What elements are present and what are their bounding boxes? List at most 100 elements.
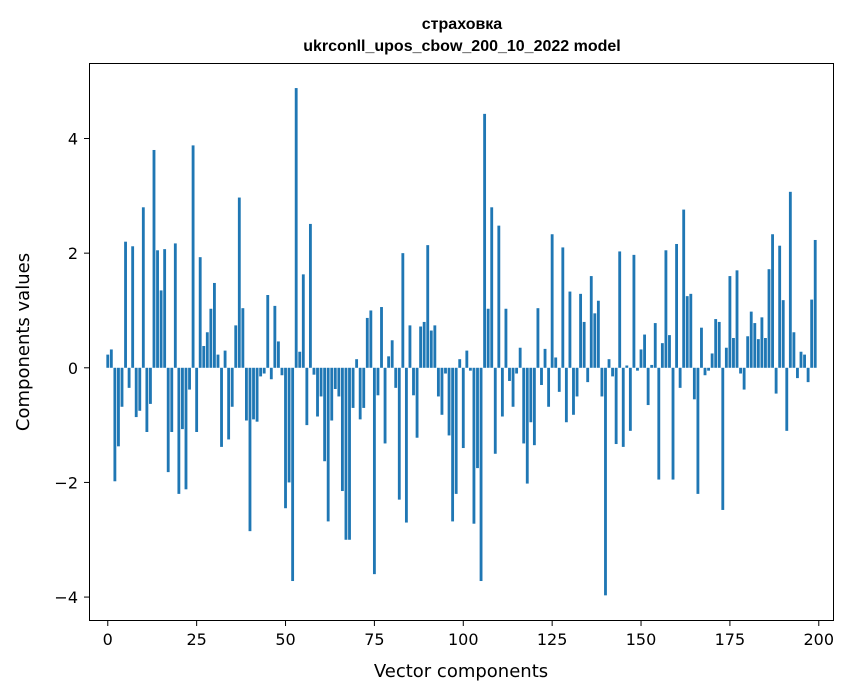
bar-139 bbox=[600, 367, 604, 397]
bar-87 bbox=[415, 367, 419, 438]
bar-84 bbox=[404, 367, 408, 523]
bar-138 bbox=[596, 300, 600, 368]
bar-61 bbox=[323, 367, 327, 462]
bar-176 bbox=[732, 337, 735, 368]
bar-17 bbox=[166, 367, 170, 473]
bar-15 bbox=[159, 290, 163, 368]
bar-79 bbox=[387, 356, 391, 368]
chart-title-line-1: страховка bbox=[422, 16, 503, 33]
bar-70 bbox=[355, 359, 359, 368]
bar-78 bbox=[383, 367, 387, 444]
bar-192 bbox=[788, 191, 792, 368]
bar-31 bbox=[216, 354, 220, 368]
y-axis-ticks: −4 −2 0 2 4 bbox=[54, 130, 90, 607]
x-axis-ticks: 0 25 50 75 100 125 150 175 200 bbox=[103, 620, 834, 649]
bar-12 bbox=[149, 367, 152, 404]
bar-75 bbox=[372, 367, 376, 575]
bar-44 bbox=[262, 367, 266, 374]
bar-20 bbox=[177, 367, 181, 494]
bar-198 bbox=[810, 299, 814, 368]
bar-72 bbox=[362, 367, 366, 408]
bar-152 bbox=[646, 367, 650, 406]
bar-142 bbox=[611, 367, 615, 377]
bar-88 bbox=[419, 326, 423, 368]
bar-19 bbox=[173, 243, 177, 368]
bar-136 bbox=[589, 276, 593, 368]
bar-185 bbox=[764, 337, 767, 368]
bar-110 bbox=[497, 225, 501, 368]
bar-183 bbox=[756, 339, 760, 368]
bar-46 bbox=[269, 367, 273, 380]
bar-92 bbox=[433, 325, 437, 368]
bar-74 bbox=[369, 310, 373, 368]
bar-101 bbox=[465, 350, 469, 368]
bar-177 bbox=[735, 270, 739, 368]
bar-27 bbox=[202, 346, 206, 368]
y-tick-label: 4 bbox=[68, 130, 78, 149]
bar-147 bbox=[628, 367, 632, 431]
bar-186 bbox=[767, 269, 771, 368]
bar-157 bbox=[664, 250, 668, 368]
bar-143 bbox=[614, 367, 618, 445]
bar-109 bbox=[493, 367, 497, 454]
bar-151 bbox=[643, 334, 646, 368]
bar-6 bbox=[127, 367, 131, 388]
y-axis-label: Components values bbox=[13, 253, 34, 431]
x-axis-label: Vector components bbox=[374, 661, 548, 682]
bar-1 bbox=[109, 349, 113, 368]
bar-11 bbox=[145, 367, 149, 432]
bar-112 bbox=[504, 308, 508, 368]
bar-197 bbox=[806, 367, 810, 383]
bar-28 bbox=[205, 332, 209, 368]
bar-160 bbox=[675, 243, 678, 368]
bar-150 bbox=[639, 349, 643, 368]
bar-36 bbox=[234, 325, 238, 368]
bar-118 bbox=[525, 367, 529, 484]
bar-32 bbox=[220, 367, 223, 447]
bar-133 bbox=[579, 293, 583, 368]
bar-50 bbox=[284, 367, 287, 509]
bar-195 bbox=[799, 351, 803, 368]
y-tick-label: 2 bbox=[68, 244, 78, 263]
bar-191 bbox=[785, 367, 789, 431]
bar-161 bbox=[678, 367, 682, 388]
bar-141 bbox=[607, 359, 611, 368]
bar-22 bbox=[184, 367, 188, 490]
bar-18 bbox=[170, 367, 174, 432]
bar-122 bbox=[540, 367, 543, 385]
bar-2 bbox=[113, 367, 117, 482]
y-tick-label: −2 bbox=[54, 473, 78, 492]
bar-184 bbox=[760, 317, 764, 368]
bar-89 bbox=[422, 321, 426, 368]
bar-193 bbox=[792, 332, 796, 368]
bar-40 bbox=[248, 367, 252, 532]
bar-153 bbox=[650, 364, 654, 368]
bar-47 bbox=[273, 305, 277, 368]
bar-81 bbox=[394, 367, 398, 388]
bar-107 bbox=[486, 308, 490, 368]
bar-106 bbox=[483, 113, 487, 368]
bar-13 bbox=[152, 149, 156, 368]
bar-179 bbox=[742, 367, 746, 390]
bar-71 bbox=[358, 367, 362, 420]
bar-132 bbox=[575, 367, 579, 397]
bar-23 bbox=[188, 367, 191, 390]
bar-148 bbox=[632, 254, 636, 368]
bar-42 bbox=[255, 367, 259, 422]
bar-158 bbox=[668, 335, 671, 368]
bar-62 bbox=[326, 367, 330, 522]
bar-98 bbox=[454, 367, 458, 494]
bar-128 bbox=[561, 247, 565, 368]
bar-90 bbox=[426, 245, 430, 368]
bar-114 bbox=[511, 367, 515, 407]
bar-108 bbox=[490, 207, 494, 368]
bar-49 bbox=[280, 367, 284, 376]
bar-100 bbox=[461, 367, 465, 449]
bar-3 bbox=[117, 367, 120, 447]
bar-64 bbox=[333, 367, 337, 389]
y-tick-label: −4 bbox=[54, 588, 78, 607]
bar-29 bbox=[209, 308, 213, 368]
bar-51 bbox=[287, 367, 291, 483]
bar-series bbox=[106, 88, 817, 596]
